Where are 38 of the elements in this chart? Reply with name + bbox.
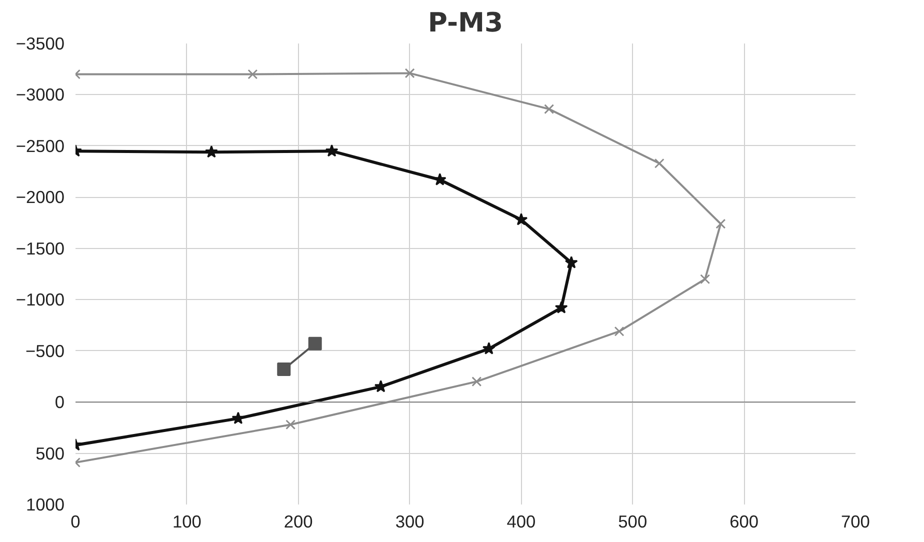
y-tick-label: 1000 (26, 494, 65, 514)
y-tick-label: −2000 (16, 187, 65, 208)
point (374, 380, 388, 392)
x-tick-label: 500 (618, 512, 648, 532)
point (700, 274, 710, 284)
point (554, 301, 568, 314)
point (232, 412, 245, 424)
x-tick-label: 400 (506, 512, 536, 532)
point (248, 69, 258, 80)
point (564, 256, 578, 268)
point (277, 362, 291, 376)
y-tick-label: −1000 (16, 290, 65, 310)
y-tick-label: −500 (25, 340, 64, 361)
point (654, 158, 664, 168)
chart-title: P-M3 (428, 8, 504, 38)
x-tick-label: 0 (70, 512, 80, 532)
y-tick-label: −3000 (16, 84, 65, 105)
point (482, 342, 496, 354)
point (716, 218, 726, 229)
y-tick-label: 0 (54, 392, 65, 412)
point (204, 145, 218, 158)
point (514, 212, 528, 226)
y-tick-label: 500 (36, 443, 65, 464)
y-tick-label: −1500 (16, 238, 65, 258)
y-tick-label: −3500 (16, 34, 65, 54)
x-tick-label: 600 (730, 512, 759, 532)
point (308, 336, 322, 350)
point (544, 104, 554, 114)
point (404, 68, 415, 78)
x-tick-label: 100 (172, 512, 202, 532)
x-tick-label: 200 (284, 512, 313, 532)
point (286, 420, 296, 430)
point (325, 144, 338, 157)
x-tick-label: 700 (841, 512, 870, 532)
y-tick-label: −2500 (16, 136, 65, 156)
x-tick-label: 300 (395, 512, 424, 532)
point (614, 326, 624, 336)
point (472, 376, 482, 387)
